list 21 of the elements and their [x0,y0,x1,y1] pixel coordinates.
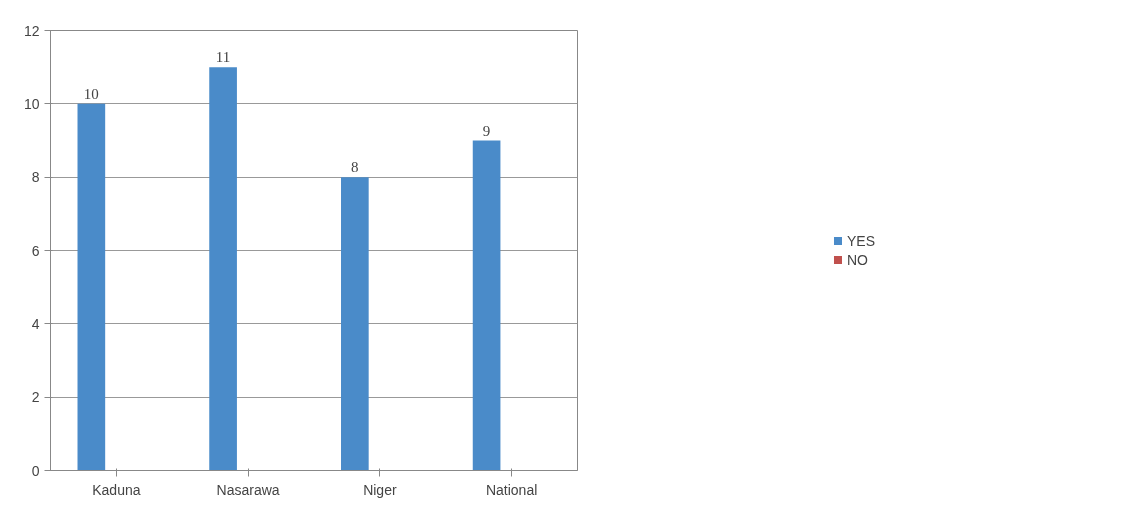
bar [341,177,369,471]
legend-label: NO [846,251,868,268]
bar [77,103,106,471]
legend-label: YES [846,232,876,249]
y-tick-label: 12 [23,22,40,39]
y-tick-label: 8 [31,169,40,186]
data-label: 10 [83,85,99,102]
data-label: 11 [215,49,231,66]
x-tick-label: Kaduna [92,481,141,498]
data-label: 9 [482,122,491,139]
y-tick-label: 6 [31,242,40,259]
bar [472,140,501,471]
data-label: 8 [351,159,359,176]
y-tick-label: 10 [23,95,40,112]
x-tick-label: National [485,481,538,498]
bar [209,67,237,471]
y-tick-label: 0 [31,462,40,479]
y-tick-label: 4 [31,315,40,332]
x-tick-label: Niger [363,481,397,498]
y-tick-label: 2 [31,389,40,406]
x-tick-label: Nasarawa [216,481,280,498]
